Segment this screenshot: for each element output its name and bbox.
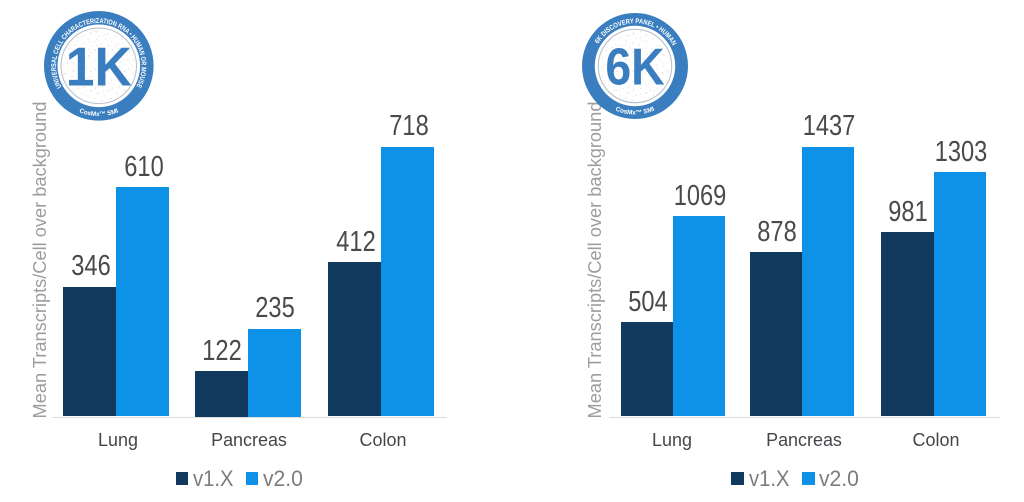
svg-text:6K: 6K: [605, 39, 664, 96]
svg-text:1K: 1K: [66, 37, 133, 98]
svg-text:CosMx™ SMI: CosMx™ SMI: [614, 105, 655, 116]
svg-text:CosMx™ SMI: CosMx™ SMI: [79, 107, 120, 118]
